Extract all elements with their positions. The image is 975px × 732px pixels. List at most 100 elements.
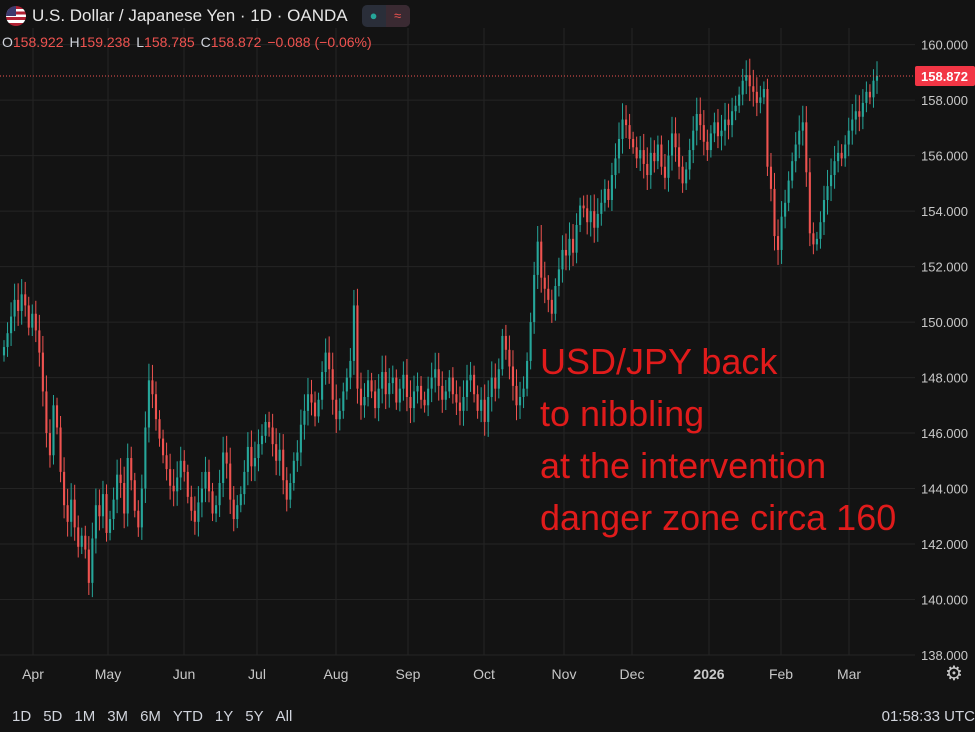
candle	[720, 114, 723, 151]
candle	[282, 434, 285, 495]
candle	[808, 158, 811, 247]
candle	[207, 459, 211, 503]
candle	[483, 384, 486, 436]
candle	[448, 370, 451, 399]
candle	[473, 365, 476, 403]
candle	[603, 179, 606, 212]
y-tick-label: 140.000	[921, 593, 968, 608]
x-tick-label: Nov	[552, 666, 577, 682]
candle	[731, 97, 734, 138]
candle	[239, 486, 242, 513]
live-dot-icon: ●	[369, 8, 378, 23]
candle	[246, 432, 249, 486]
candle	[582, 195, 585, 218]
candle	[299, 409, 302, 467]
y-tick-label: 144.000	[921, 482, 968, 497]
candle	[762, 81, 765, 105]
candle	[688, 138, 691, 180]
candle	[769, 152, 773, 202]
candle	[98, 489, 101, 531]
y-tick-label: 146.000	[921, 426, 968, 441]
candle	[819, 211, 822, 249]
candle	[501, 328, 504, 376]
candle	[306, 377, 310, 426]
candle	[366, 369, 370, 407]
candle	[94, 488, 97, 554]
range-button-5d[interactable]: 5D	[43, 708, 63, 725]
range-button-1m[interactable]: 1M	[74, 708, 96, 725]
candle	[84, 525, 87, 559]
candle	[713, 112, 716, 143]
price-axis[interactable]: 160.000 158.000 156.000 154.000 152.000 150.0…	[921, 38, 968, 663]
candle	[547, 275, 550, 313]
candle	[296, 440, 299, 472]
candle	[663, 153, 666, 190]
candle	[169, 453, 172, 500]
candle	[600, 189, 603, 226]
candle	[522, 376, 525, 409]
range-button-5y[interactable]: 5Y	[245, 708, 264, 725]
range-button-6m[interactable]: 6M	[140, 708, 161, 725]
candle	[321, 361, 324, 410]
gear-icon[interactable]: ⚙	[945, 663, 963, 685]
range-button-1y[interactable]: 1Y	[214, 708, 234, 725]
ohlc-readout: O158.922 H159.238 L158.785 C158.872 −0.0…	[2, 34, 372, 50]
utc-clock[interactable]: 01:58:33 UTC	[881, 708, 975, 725]
candle	[748, 58, 751, 102]
candle	[815, 231, 818, 251]
candle	[589, 195, 592, 237]
price-chart[interactable]: 160.000 158.000 156.000 154.000 152.000 150.0…	[0, 0, 975, 702]
candle	[352, 289, 355, 375]
candle	[317, 392, 320, 423]
range-button-all[interactable]: All	[275, 708, 293, 725]
candle	[253, 441, 256, 482]
candle	[699, 97, 702, 140]
candle	[434, 352, 437, 393]
candle	[649, 137, 652, 189]
candle	[225, 435, 228, 479]
candle	[398, 378, 401, 412]
candle	[310, 379, 313, 416]
candle	[105, 484, 108, 542]
bottom-toolbar: 1D 5D 1M 3M 6M YTD 1Y 5Y All 01:58:33 UTC	[0, 702, 975, 732]
candle	[561, 235, 564, 283]
candle	[596, 198, 599, 242]
candle	[229, 447, 232, 514]
candle	[165, 442, 168, 481]
candle	[271, 413, 274, 457]
candle	[151, 364, 154, 409]
wave-icon: ≈	[385, 5, 410, 27]
status-pill[interactable]: ● ≈	[361, 5, 410, 27]
candle	[87, 536, 90, 595]
candle	[154, 381, 158, 431]
candle	[791, 152, 794, 189]
candle	[17, 283, 20, 326]
y-tick-label: 152.000	[921, 260, 968, 275]
symbol-title[interactable]: U.S. Dollar / Japanese Yen · 1D · OANDA	[32, 6, 348, 25]
range-button-3m[interactable]: 3M	[107, 708, 129, 725]
candle	[260, 424, 264, 455]
candle	[494, 363, 497, 402]
candle	[455, 380, 458, 415]
candle	[303, 394, 306, 440]
candle	[381, 355, 384, 404]
candle	[140, 474, 143, 540]
x-tick-label: Apr	[22, 666, 44, 682]
candle	[829, 158, 833, 202]
candle	[101, 480, 105, 529]
candle	[784, 189, 787, 229]
time-axis[interactable]: Apr May Jun Jul Aug Sep Oct Nov Dec 2026 Feb Mar	[22, 666, 861, 682]
candle	[854, 94, 857, 135]
candle	[826, 169, 829, 215]
candle	[727, 103, 730, 140]
candle	[137, 500, 140, 537]
ohlc-change: −0.088 (−0.06%)	[267, 34, 372, 50]
candle	[161, 429, 165, 464]
candle	[872, 69, 875, 108]
range-button-1d[interactable]: 1D	[12, 708, 32, 725]
candle	[635, 136, 638, 169]
candle	[34, 300, 37, 343]
candle	[243, 460, 246, 505]
range-button-ytd[interactable]: YTD	[172, 708, 203, 725]
candle	[264, 414, 267, 443]
